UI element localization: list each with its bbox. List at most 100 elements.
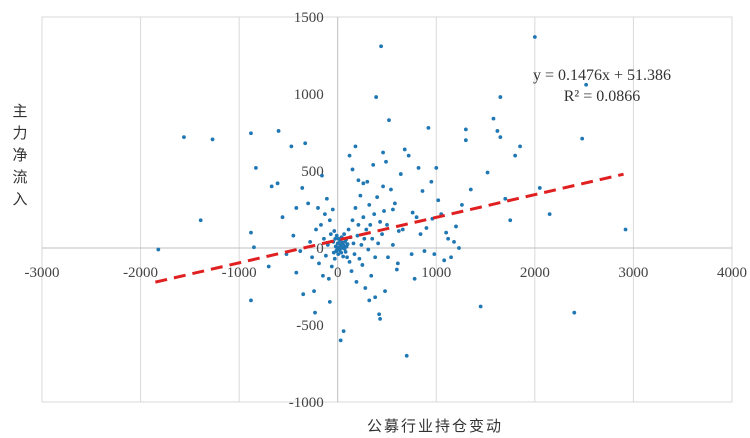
- data-point: [360, 263, 365, 267]
- data-point: [392, 201, 397, 206]
- data-point: [463, 127, 468, 132]
- data-point: [547, 212, 552, 217]
- data-point: [276, 129, 281, 133]
- y-tick-label: 1000: [294, 87, 324, 103]
- data-point: [330, 207, 335, 212]
- x-tick-label: -1000: [222, 265, 257, 281]
- data-point: [375, 195, 380, 200]
- data-point: [410, 210, 415, 215]
- plot-area: [41, 16, 733, 403]
- data-point: [351, 241, 356, 246]
- data-point: [394, 267, 399, 272]
- data-point: [347, 153, 352, 158]
- data-point: [491, 116, 496, 121]
- data-point: [422, 249, 427, 253]
- data-point: [395, 261, 400, 266]
- data-point: [572, 310, 577, 315]
- data-point: [371, 162, 376, 167]
- data-point: [532, 35, 537, 39]
- data-point: [508, 218, 513, 223]
- data-point: [404, 353, 409, 358]
- grid-lines: [41, 17, 733, 402]
- data-point: [298, 249, 303, 253]
- data-point: [449, 255, 453, 260]
- data-point: [416, 166, 421, 170]
- data-point: [363, 286, 368, 290]
- y-axis-label: 主力净流入: [12, 102, 27, 208]
- data-point: [357, 256, 362, 261]
- data-point: [326, 276, 331, 281]
- data-point: [418, 232, 423, 237]
- data-point: [333, 244, 338, 249]
- data-point: [478, 304, 483, 309]
- data-point: [370, 236, 375, 241]
- data-point: [353, 144, 358, 149]
- data-point: [321, 273, 325, 278]
- data-point: [354, 279, 359, 284]
- data-point: [377, 312, 382, 317]
- data-point: [300, 186, 305, 190]
- data-point: [382, 209, 386, 213]
- data-point: [623, 227, 628, 232]
- data-point: [396, 229, 401, 233]
- data-point: [301, 292, 306, 297]
- data-point: [310, 255, 314, 260]
- data-point: [378, 219, 382, 224]
- data-point: [365, 179, 370, 184]
- data-point: [398, 172, 403, 176]
- data-point: [402, 147, 407, 152]
- data-point: [322, 236, 326, 241]
- x-tick-labels: -3000 -2000 -1000 0 1000 2000 3000 4000: [25, 265, 748, 281]
- data-point: [314, 227, 318, 232]
- data-point: [389, 187, 393, 192]
- data-point: [306, 201, 311, 206]
- y-tick-label: -500: [296, 318, 324, 334]
- data-point: [313, 310, 317, 315]
- x-axis-label: 公募行业持仓变动: [367, 417, 503, 435]
- y-tick-label: 0: [316, 241, 324, 257]
- data-point: [498, 95, 503, 99]
- data-point: [291, 233, 296, 238]
- data-point: [266, 264, 271, 269]
- data-point: [376, 241, 381, 246]
- data-point: [361, 215, 366, 220]
- data-point: [350, 167, 355, 172]
- data-point: [584, 82, 589, 87]
- data-point: [294, 206, 299, 210]
- data-point: [498, 135, 503, 140]
- data-point: [327, 300, 332, 304]
- data-point: [345, 242, 350, 247]
- data-point: [374, 95, 379, 99]
- data-point: [182, 135, 186, 140]
- data-point: [362, 236, 367, 241]
- data-point: [335, 241, 340, 246]
- data-points: [156, 35, 628, 358]
- data-point: [353, 206, 358, 210]
- data-point: [385, 223, 389, 227]
- data-point: [485, 170, 490, 175]
- data-point: [381, 150, 385, 155]
- data-point: [368, 223, 373, 227]
- data-point: [303, 141, 308, 146]
- data-point: [463, 138, 468, 143]
- data-point: [345, 255, 349, 260]
- data-point: [444, 230, 449, 235]
- data-point: [460, 202, 464, 207]
- data-point: [420, 189, 425, 193]
- data-point: [316, 206, 320, 210]
- data-point: [341, 329, 346, 334]
- data-point: [446, 236, 451, 241]
- x-tick-label: 3000: [618, 265, 648, 281]
- x-tick-label: -3000: [25, 265, 60, 281]
- data-point: [373, 255, 378, 260]
- data-point: [349, 269, 354, 273]
- data-point: [409, 252, 414, 257]
- data-point: [249, 131, 253, 136]
- data-point: [352, 252, 357, 257]
- data-point: [468, 187, 473, 192]
- data-point: [275, 181, 280, 186]
- data-point: [454, 224, 458, 229]
- data-point: [503, 196, 508, 201]
- data-point: [367, 202, 372, 207]
- data-point: [339, 250, 344, 255]
